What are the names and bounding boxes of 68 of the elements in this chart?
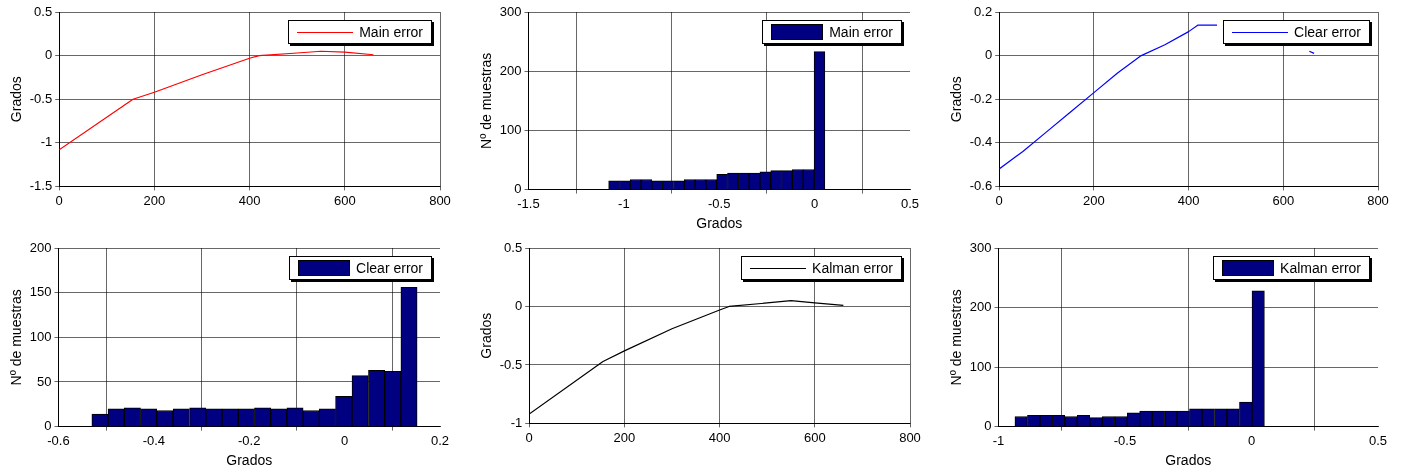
y-axis-title: Nº de muestras (8, 289, 25, 386)
y-tick-label: 0.5 (504, 239, 523, 255)
y-tick-label: -0.5 (29, 90, 53, 106)
x-tick-label: 0.5 (900, 195, 920, 211)
y-tick-label: 0 (44, 47, 53, 63)
x-tick-label: -0.2 (238, 432, 261, 448)
x-tick-label: 600 (1272, 192, 1295, 208)
y-tick-label: 200 (969, 299, 992, 315)
y-axis-title: Grados (478, 312, 495, 359)
x-axis-title: Grados (696, 215, 743, 232)
x-tick-label: 0 (525, 429, 533, 445)
y-tick-label: 300 (499, 3, 522, 19)
x-tick-label: 0 (55, 192, 63, 208)
x-tick-label: 600 (333, 192, 356, 208)
y-tick-label: 100 (499, 121, 522, 137)
y-tick-label: -0.2 (969, 90, 993, 106)
y-tick-label: 200 (499, 62, 522, 78)
y-tick-label: 0.2 (974, 3, 993, 19)
y-tick-label: 0 (514, 181, 522, 197)
y-tick-label: -0.6 (969, 177, 993, 193)
x-tick-label: 800 (1367, 192, 1389, 208)
y-tick-label: -0.4 (969, 134, 993, 150)
x-tick-label: -0.5 (1113, 432, 1137, 448)
y-axis-title: Grados (948, 76, 965, 123)
x-tick-label: 0.2 (430, 432, 450, 448)
legend-label: Kalman error (812, 260, 893, 276)
x-tick-label: 400 (708, 429, 731, 445)
y-axis-title: Nº de muestras (478, 52, 495, 149)
y-tick-label: 0.5 (34, 3, 53, 19)
legend-label: Main error (359, 24, 423, 40)
x-tick-label: 200 (143, 192, 166, 208)
x-tick-label: 0.5 (1368, 432, 1388, 448)
y-tick-label: -1 (510, 414, 523, 430)
x-tick-label: 800 (899, 429, 921, 445)
x-tick-label: 0 (811, 195, 819, 211)
y-tick-label: 100 (29, 328, 52, 344)
y-axis-title: Nº de muestras (948, 289, 965, 386)
y-tick-label: 0 (984, 47, 993, 63)
x-tick-label: 400 (238, 192, 261, 208)
x-tick-label: -0.5 (708, 195, 731, 211)
x-tick-label: 800 (429, 192, 451, 208)
y-axis-title: Grados (8, 76, 25, 123)
x-axis-title: Grados (226, 452, 273, 469)
y-tick-label: 0 (514, 298, 523, 314)
x-tick-label: 400 (1177, 192, 1200, 208)
y-tick-label: 200 (29, 239, 52, 255)
x-tick-label: 200 (613, 429, 636, 445)
legend-label: Clear error (356, 260, 423, 276)
y-tick-label: 100 (969, 358, 992, 374)
x-tick-label: 0 (341, 432, 349, 448)
legend-label: Main error (829, 24, 893, 40)
legend-label: Clear error (1294, 24, 1361, 40)
y-tick-label: 0 (44, 418, 52, 434)
legend-label: Kalman error (1280, 260, 1361, 276)
y-tick-label: 50 (37, 373, 52, 389)
x-tick-label: 0 (1247, 432, 1256, 448)
x-tick-label: 200 (1083, 192, 1105, 208)
x-tick-label: -0.4 (142, 432, 166, 448)
x-tick-label: -1 (618, 195, 630, 211)
y-tick-label: -1.5 (29, 177, 53, 193)
x-tick-label: 600 (803, 429, 826, 445)
y-tick-label: 300 (969, 239, 992, 255)
x-tick-label: 0 (995, 192, 1003, 208)
y-tick-label: -1 (40, 134, 53, 150)
x-axis-title: Grados (1165, 452, 1212, 469)
y-tick-label: -0.5 (499, 356, 523, 372)
y-tick-label: 150 (29, 284, 52, 300)
y-tick-label: 0 (984, 418, 992, 434)
